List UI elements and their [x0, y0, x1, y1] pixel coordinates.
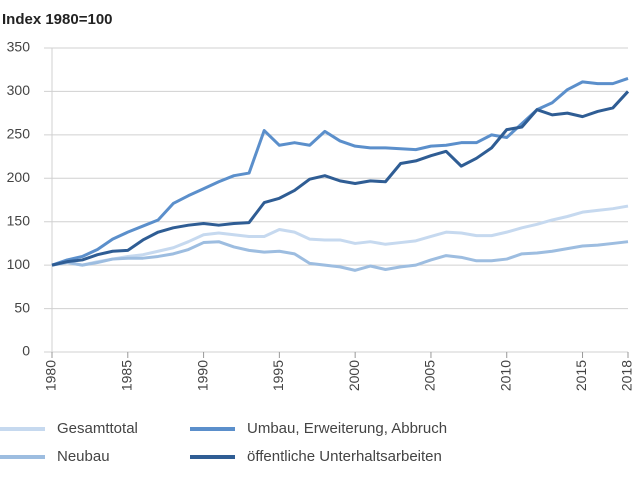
series-line [51, 76, 629, 267]
x-tick-label: 1990 [194, 360, 210, 391]
y-tick-label: 0 [22, 343, 30, 359]
series-line [51, 204, 629, 267]
y-tick-label: 250 [7, 126, 31, 142]
x-tick-label: 2010 [497, 360, 513, 391]
legend-label: Umbau, Erweiterung, Abbruch [247, 420, 447, 437]
chart-title: Index 1980=100 [2, 11, 113, 28]
y-tick-label: 350 [7, 39, 31, 55]
legend-label: öffentliche Unterhaltsarbeiten [247, 448, 442, 465]
y-tick-label: 300 [7, 82, 31, 98]
y-tick-label: 50 [14, 299, 30, 315]
x-tick-label: 1980 [43, 360, 59, 391]
legend-label: Neubau [57, 448, 110, 465]
y-tick-label: 150 [7, 212, 31, 228]
x-tick-label: 1985 [118, 360, 134, 391]
series-line [51, 240, 629, 272]
x-tick-label: 2005 [422, 360, 438, 391]
x-tick-label: 2000 [346, 360, 362, 391]
x-tick-label: 2018 [619, 360, 635, 391]
x-tick-label: 1995 [270, 360, 286, 391]
x-tick-label: 2015 [573, 360, 589, 391]
series-line [51, 90, 630, 267]
y-tick-label: 100 [7, 256, 31, 272]
legend-label: Gesamttotal [57, 420, 138, 437]
y-tick-label: 200 [7, 169, 31, 185]
